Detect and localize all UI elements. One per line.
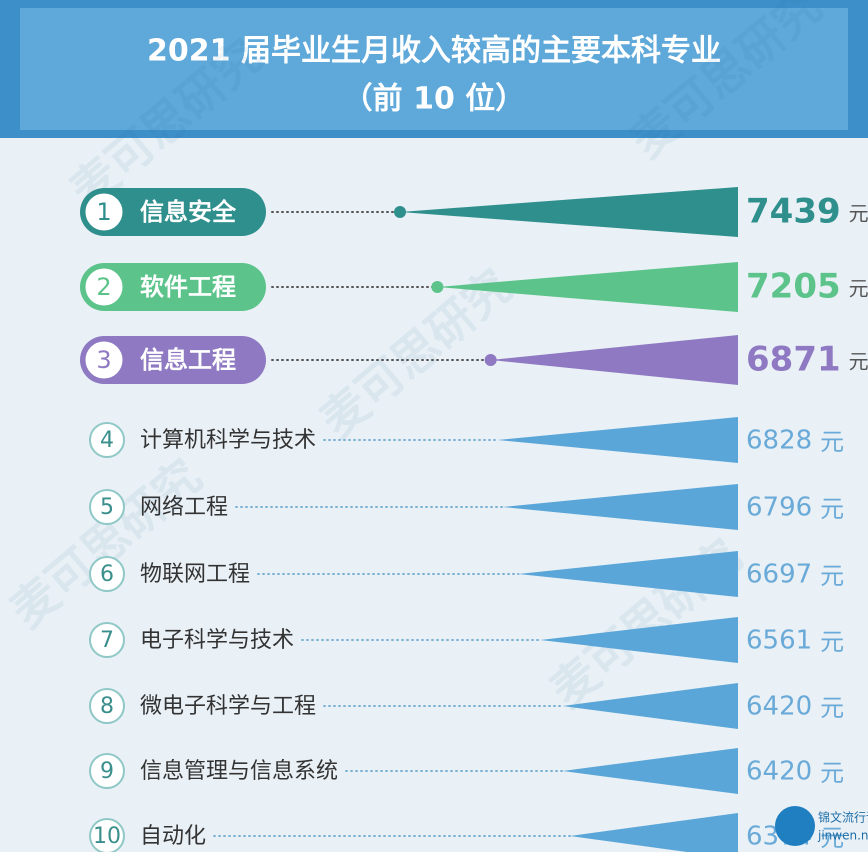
value-label: 6828 — [746, 426, 812, 456]
unit-label: 元 — [849, 202, 868, 226]
unit-label: 元 — [820, 694, 844, 722]
unit-label: 元 — [820, 759, 844, 787]
value-label: 7439 — [746, 192, 841, 232]
wedge-bar — [497, 417, 738, 463]
rank-number: 3 — [96, 346, 111, 374]
tip-dot — [394, 206, 406, 218]
unit-label: 元 — [820, 628, 844, 656]
rank-badge — [89, 422, 125, 458]
wedge-bar — [562, 748, 738, 794]
logo-name: 锦文流行语 — [818, 810, 868, 825]
rank-number: 1 — [96, 198, 111, 226]
chart-title: 2021 届毕业生月收入较高的主要本科专业 — [147, 34, 721, 69]
rank-number: 5 — [100, 495, 114, 520]
wedge-bar — [570, 813, 738, 852]
rank-number: 8 — [100, 694, 114, 719]
unit-label: 元 — [820, 495, 844, 523]
wedge-bar — [400, 187, 738, 237]
value-label: 6420 — [746, 757, 812, 787]
rank-pill — [80, 336, 266, 384]
unit-label: 元 — [820, 824, 844, 852]
unit-label: 元 — [849, 350, 868, 374]
rank-badge — [82, 265, 126, 309]
tip-dot — [431, 281, 444, 293]
unit-label: 元 — [820, 562, 844, 590]
category-label: 信息工程 — [140, 346, 236, 374]
rank-number: 2 — [96, 273, 111, 301]
rank-badge — [89, 556, 125, 592]
category-label: 网络工程 — [140, 495, 228, 520]
wedge-bar — [540, 617, 738, 663]
category-label: 微电子科学与工程 — [140, 694, 316, 719]
logo-url: jinwen.net — [817, 829, 868, 843]
rank-badge — [82, 190, 126, 234]
wedge-bar — [437, 262, 738, 312]
wedge-bar — [562, 683, 738, 729]
value-label: 6871 — [746, 340, 841, 380]
rank-badge — [82, 338, 126, 382]
value-label: 6697 — [746, 560, 812, 590]
logo: 锦文流行语 jinwen.net — [775, 806, 868, 846]
category-label: 物联网工程 — [140, 562, 250, 587]
logo-icon — [775, 806, 815, 846]
chart-subtitle: （前 10 位） — [343, 82, 526, 117]
value-label: 7205 — [746, 267, 841, 307]
rank-badge — [89, 489, 125, 525]
header-panel — [20, 8, 848, 130]
rank-badge — [89, 818, 125, 852]
rank-number: 6 — [100, 562, 114, 587]
rows: 1 信息安全 7439 元 2 软件工程 7205 元 3 信息工程 6871 元 4 计算机科学与技术 6… — [80, 187, 868, 852]
wedge-bar — [518, 551, 738, 597]
rank-badge — [89, 688, 125, 724]
rank-number: 10 — [93, 824, 121, 849]
value-label: 6561 — [746, 626, 812, 656]
category-label: 软件工程 — [140, 273, 236, 301]
rank-number: 7 — [100, 628, 114, 653]
category-label: 电子科学与技术 — [140, 628, 294, 653]
rank-number: 4 — [100, 428, 114, 453]
unit-label: 元 — [849, 277, 868, 301]
wedge-bar — [502, 484, 738, 530]
category-label: 信息管理与信息系统 — [140, 759, 338, 784]
rank-badge — [89, 622, 125, 658]
tip-dot — [484, 354, 497, 366]
rank-pill — [80, 263, 266, 311]
rank-pill — [80, 188, 266, 236]
unit-label: 元 — [820, 428, 844, 456]
category-label: 自动化 — [140, 824, 206, 849]
value-label: 6796 — [746, 493, 812, 523]
category-label: 信息安全 — [140, 198, 237, 226]
category-label: 计算机科学与技术 — [140, 428, 316, 453]
value-label: 6420 — [746, 692, 812, 722]
rank-badge — [89, 753, 125, 789]
rank-number: 9 — [100, 759, 114, 784]
wedge-bar — [490, 335, 738, 385]
